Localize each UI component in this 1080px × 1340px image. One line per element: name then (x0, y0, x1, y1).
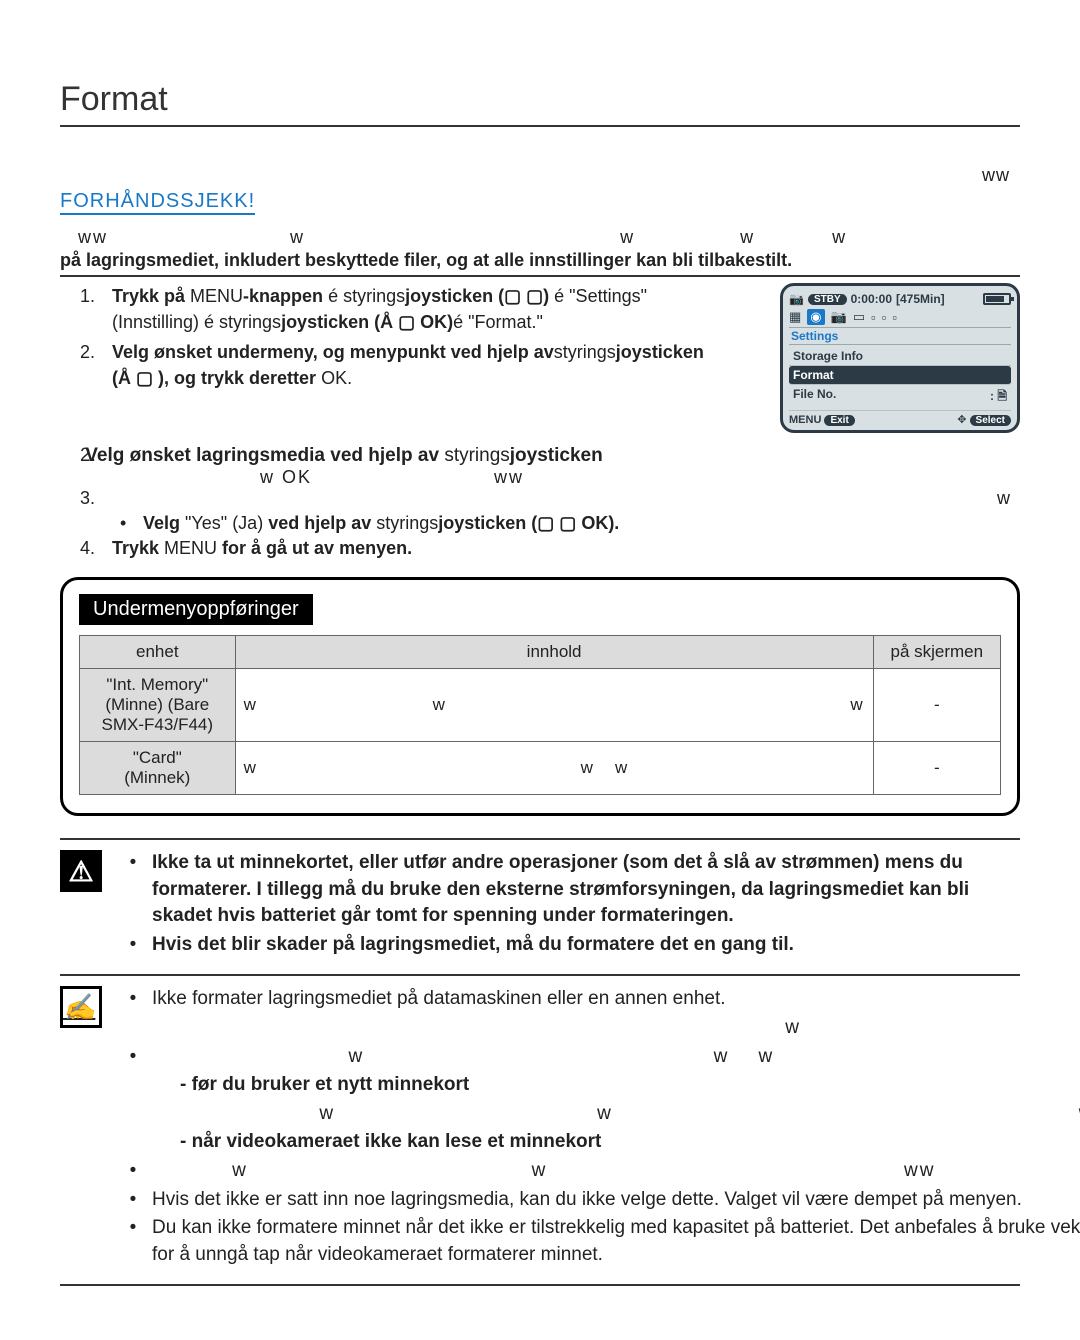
page-number (60, 1286, 1020, 1300)
warn-item: Hvis det blir skader på lagringsmediet, … (152, 932, 794, 959)
step-1: 1. Trykk på MENU-knappen é styringsjoyst… (80, 283, 766, 335)
rec-time: 0:00:00 (851, 292, 892, 306)
camera-icon: 📷 (789, 292, 804, 306)
step-3-sub: • Velg "Yes" (Ja) ved hjelp av styringsj… (60, 513, 1020, 534)
joy-icon: ✥ (957, 414, 966, 426)
play-icon: ◉ (807, 309, 824, 325)
ok-row: w OK ww (60, 467, 1020, 488)
th-content: innhold (235, 636, 873, 669)
i1-icon: ▫ (871, 310, 876, 325)
menu-item-storage: Storage Info (789, 347, 1011, 366)
note-bold: Hvis det ikke er satt inn noe lagringsme… (152, 1187, 1022, 1214)
cell-scr: - (873, 742, 1000, 795)
stby-badge: STBY (808, 294, 847, 305)
note-sub: - når videokameraet ikke kan lese et min… (152, 1129, 601, 1156)
cell-unit: "Int. Memory" (Minne) (Bare SMX-F43/F44) (80, 669, 236, 742)
submenu-table: enhet innhold på skjermen "Int. Memory" … (79, 635, 1001, 795)
submenu-header: Undermenyoppføringer (79, 594, 313, 625)
note-icon: ✍ (60, 986, 102, 1028)
table-row: "Card" (Minnek) w w w - (80, 742, 1001, 795)
step-2: 2. Velg ønsket undermeny, og menypunkt v… (80, 339, 766, 391)
note-ww: w w (152, 1015, 1080, 1042)
note-ww: w w ww w (152, 1158, 1080, 1185)
intro-bold: på lagringsmediet, inkludert beskyttede … (60, 248, 1020, 277)
menu-item-format: Format (789, 366, 1011, 385)
remain-time: [475Min] (896, 292, 945, 306)
warning-block: ⚠ •Ikke ta ut minnekortet, eller utfør a… (60, 838, 1020, 976)
step-2b: 2. Velg ønsket lagringsmedia ved hjelp a… (60, 445, 1020, 467)
warning-icon: ⚠ (60, 850, 102, 892)
note-block: ✍ •Ikke formater lagringsmediet på datam… (60, 976, 1020, 1286)
note-item: Ikke formater lagringsmediet på datamask… (152, 986, 726, 1013)
cell-unit: "Card" (Minnek) (80, 742, 236, 795)
warn-item: Ikke ta ut minnekortet, eller utfør andr… (152, 850, 1020, 930)
film-icon: ▭ (853, 309, 865, 325)
note-ww: w w w w (152, 1044, 1080, 1071)
settings-label: Settings (789, 327, 1011, 345)
cell-content: w w w (235, 669, 873, 742)
i2-icon: ▫ (882, 310, 887, 325)
i3-icon: ▫ (892, 310, 897, 325)
page-title: Format (60, 80, 168, 118)
grid-icon: ▦ (789, 309, 801, 325)
note-bold: Du kan ikke formatere minnet når det ikk… (152, 1215, 1080, 1268)
step-4: 4. Trykk MENU for å gå ut av menyen. (60, 538, 1020, 559)
th-unit: enhet (80, 636, 236, 669)
submenu-box: Undermenyoppføringer enhet innhold på sk… (60, 577, 1020, 816)
top-ww: ww (60, 165, 1020, 186)
cell-scr: - (873, 669, 1000, 742)
battery-icon (983, 293, 1011, 305)
cam-icon: 📷 (831, 309, 847, 325)
select-pill: Select (970, 415, 1011, 426)
exit-pill: Exit (824, 415, 854, 426)
note-ww: w w w w w (152, 1101, 1080, 1128)
device-screen: 📷 STBY 0:00:00 [475Min] ▦ ◉ 📷 ▭ ▫ ▫ ▫ Se… (780, 283, 1020, 433)
precheck-label: FORHÅNDSSJEKK! (60, 190, 255, 215)
menu-label: MENU (789, 414, 821, 426)
note-sub: - før du bruker et nytt minnekort (152, 1072, 469, 1099)
table-row: "Int. Memory" (Minne) (Bare SMX-F43/F44)… (80, 669, 1001, 742)
step-3: 3. w (60, 488, 1020, 509)
menu-item-fileno: File No.: 🗎 (789, 385, 1011, 411)
cell-content: w w w (235, 742, 873, 795)
ww-row: ww w w w w w (60, 225, 1020, 248)
doc-icon: : 🗎 (990, 387, 1007, 408)
th-screen: på skjermen (873, 636, 1000, 669)
